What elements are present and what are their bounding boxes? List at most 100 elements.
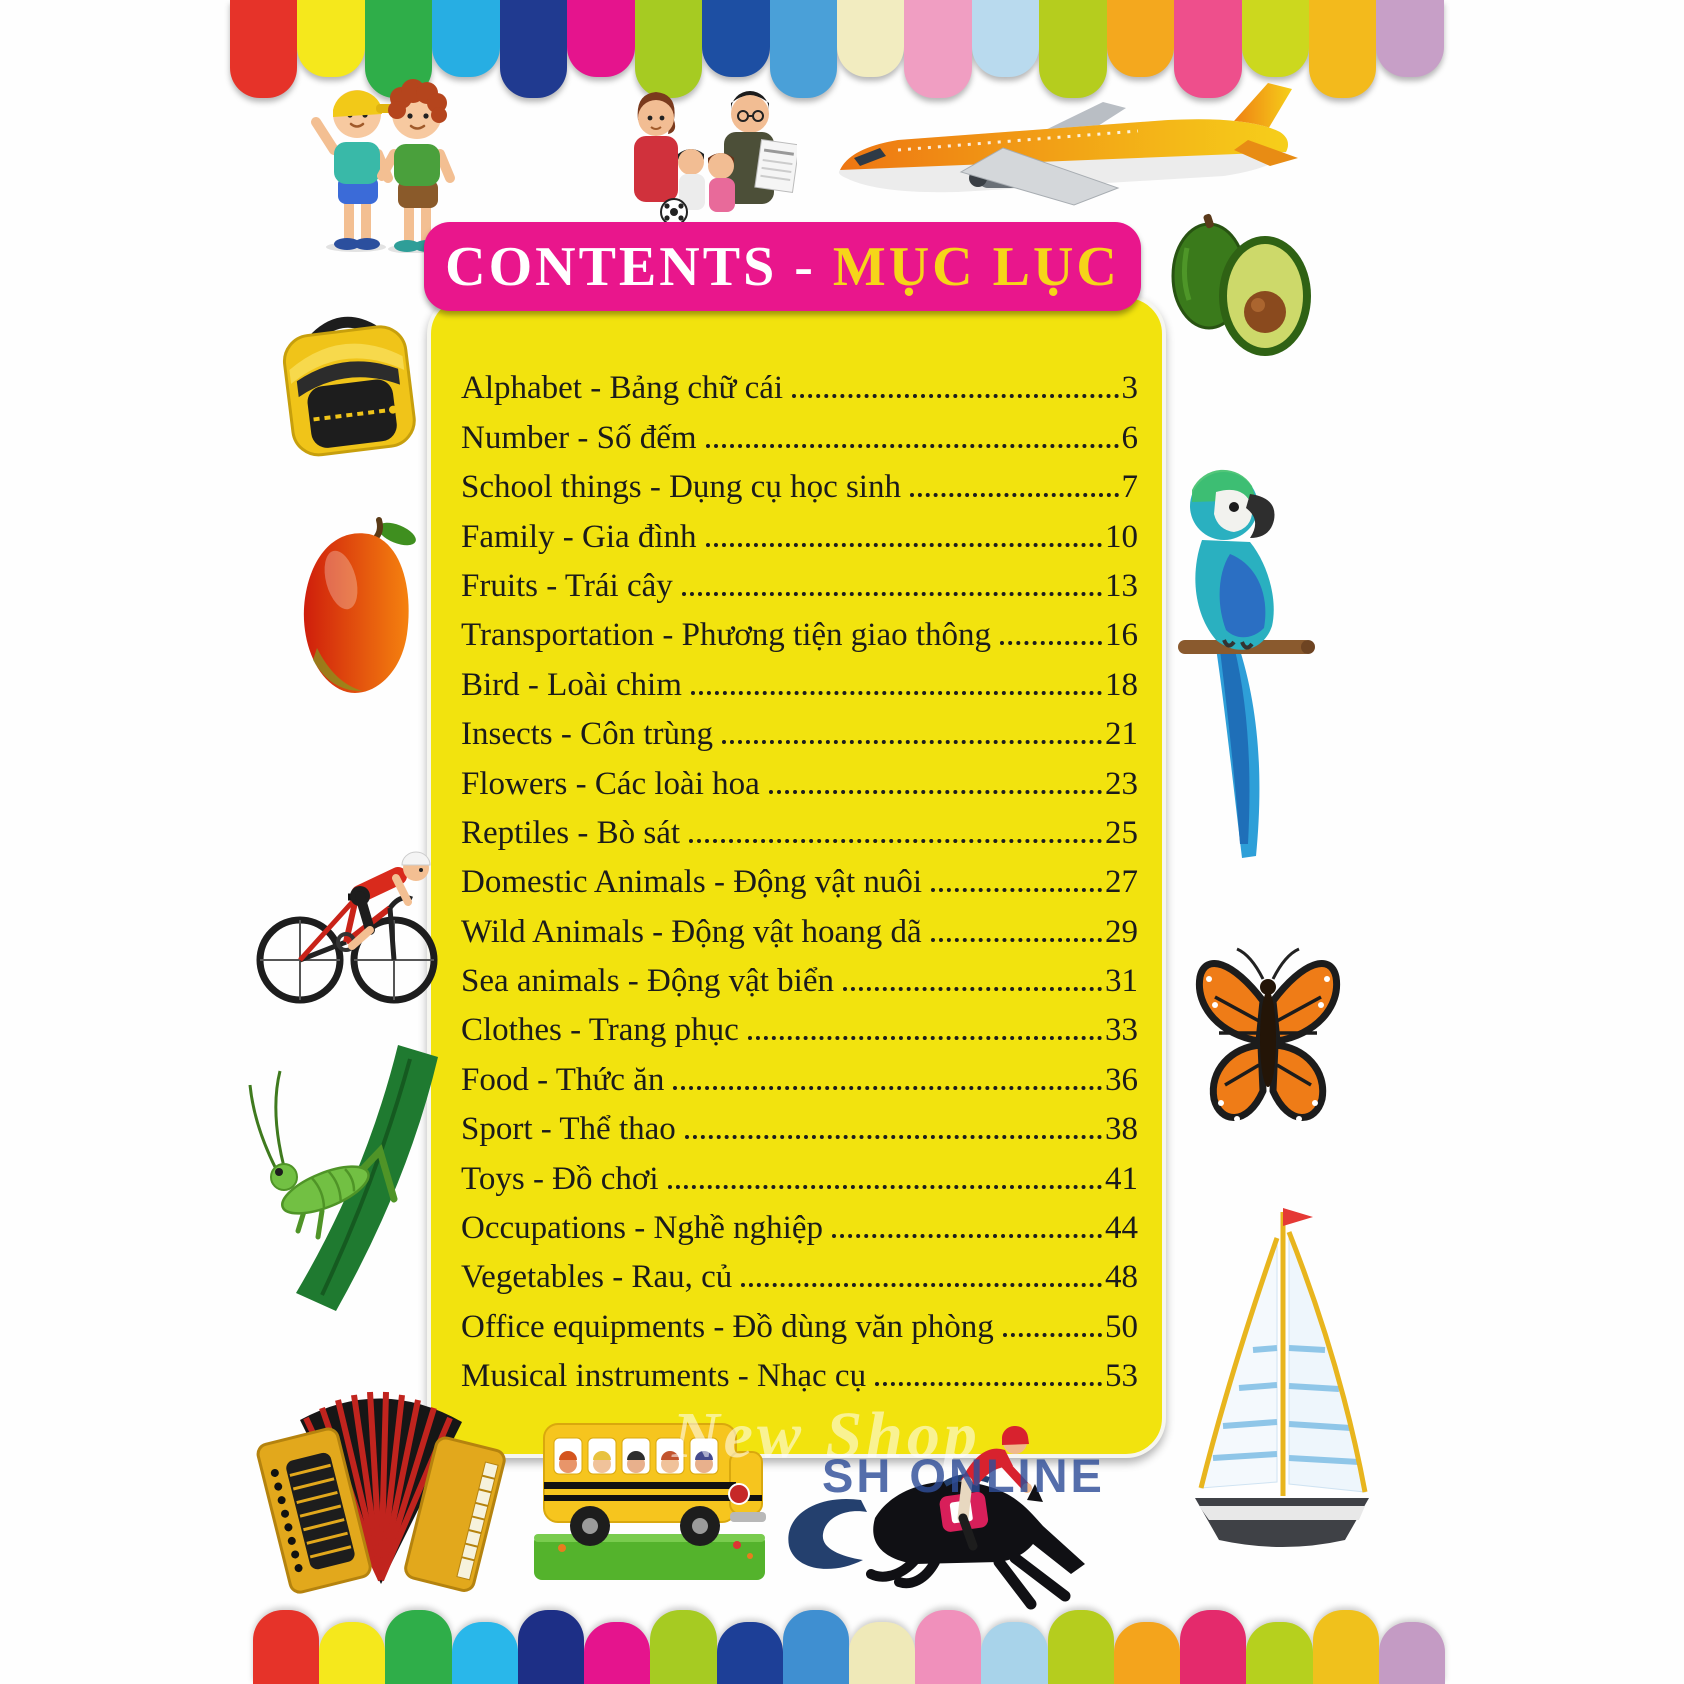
toc-row: Musical instruments - Nhạc cụ 53 — [461, 1346, 1138, 1395]
butterfly-illustration-icon — [1195, 947, 1341, 1122]
school-bus-illustration-icon — [534, 1423, 766, 1580]
toc-row-page-number: 48 — [1105, 1259, 1138, 1296]
top-border-tab — [1376, 0, 1444, 77]
toc-row-dot-leader — [690, 690, 1102, 695]
toc-row-dot-leader — [930, 937, 1102, 942]
horse-jockey-illustration-icon — [788, 1425, 1085, 1610]
contents-panel: Alphabet - Bảng chữ cái 3 Number - Số đế… — [427, 294, 1166, 1458]
toc-row: Domestic Animals - Động vật nuôi 27 — [461, 852, 1138, 901]
contents-title-separator: - — [777, 235, 833, 298]
toc-row-page-number: 13 — [1105, 567, 1138, 604]
toc-row-page-number: 33 — [1105, 1012, 1138, 1049]
toc-row-page-number: 31 — [1105, 963, 1138, 1000]
toc-row-dot-leader — [705, 542, 1102, 547]
toc-row-page-number: 10 — [1105, 518, 1138, 555]
toc-row-label: Sea animals - Động vật biển — [461, 963, 834, 1000]
toc-row-dot-leader — [705, 443, 1119, 448]
toc-row: Fruits - Trái cây 13 — [461, 556, 1138, 605]
bottom-border-tab — [1312, 1610, 1379, 1684]
top-border-tab — [1174, 0, 1242, 98]
toc-row-dot-leader — [689, 838, 1102, 843]
toc-row: Insects - Côn trùng 21 — [461, 704, 1138, 753]
toc-row-dot-leader — [909, 493, 1119, 498]
grasshopper-illustration-icon — [248, 1045, 438, 1311]
toc-row-label: Musical instruments - Nhạc cụ — [461, 1358, 867, 1395]
toc-row: Sport - Thể thao 38 — [461, 1099, 1138, 1148]
bottom-border-tab — [981, 1622, 1048, 1684]
toc-row-label: Sport - Thể thao — [461, 1111, 676, 1148]
toc-row-dot-leader — [673, 1085, 1102, 1090]
toc-row-dot-leader — [722, 740, 1102, 745]
contents-title-en: CONTENTS — [445, 235, 778, 298]
toc-row: Toys - Đồ chơi 41 — [461, 1148, 1138, 1197]
bottom-border-tab — [716, 1622, 783, 1684]
toc-row-label: Clothes - Trang phục — [461, 1012, 739, 1049]
toc-row: Alphabet - Bảng chữ cái 3 — [461, 358, 1138, 407]
toc-row-page-number: 29 — [1105, 913, 1138, 950]
toc-row-label: Transportation - Phương tiện giao thông — [461, 617, 992, 654]
bottom-border-tab — [1047, 1610, 1114, 1684]
toc-row-label: Occupations - Nghề nghiệp — [461, 1210, 823, 1247]
toc-row-page-number: 21 — [1105, 716, 1138, 753]
bottom-border-tab — [848, 1622, 916, 1684]
toc-row: Flowers - Các loài hoa 23 — [461, 753, 1138, 802]
top-border-tab — [769, 0, 837, 98]
toc-row-page-number: 7 — [1121, 469, 1139, 506]
toc-row-page-number: 53 — [1105, 1358, 1138, 1395]
toc-row-page-number: 18 — [1105, 666, 1138, 703]
bottom-border-tab — [451, 1622, 518, 1684]
toc-row: Clothes - Trang phục 33 — [461, 1000, 1138, 1049]
toc-row-label: Reptiles - Bò sát — [461, 814, 681, 851]
toc-row-dot-leader — [792, 394, 1119, 399]
bottom-border-tab — [517, 1610, 585, 1684]
toc-row-label: Family - Gia đình — [461, 518, 697, 555]
toc-row: Food - Thức ăn 36 — [461, 1049, 1138, 1098]
toc-row-label: Number - Số đếm — [461, 419, 697, 456]
toc-row-label: Fruits - Trái cây — [461, 567, 673, 604]
top-border-tab — [1106, 0, 1175, 77]
toc-row-label: Food - Thức ăn — [461, 1061, 665, 1098]
bottom-border-tab — [782, 1610, 849, 1684]
backpack-illustration-icon — [282, 316, 416, 457]
toc-row-label: Vegetables - Rau, củ — [461, 1259, 733, 1296]
toc-row-page-number: 36 — [1105, 1061, 1138, 1098]
toc-row-dot-leader — [843, 987, 1102, 992]
toc-row: Number - Số đếm 6 — [461, 407, 1138, 456]
toc-row-label: Domestic Animals - Động vật nuôi — [461, 864, 923, 901]
contents-title-vi: MỤC LỤC — [832, 235, 1120, 298]
toc-row-page-number: 25 — [1105, 814, 1138, 851]
bottom-border-tab — [319, 1622, 386, 1684]
toc-list: Alphabet - Bảng chữ cái 3 Number - Số đế… — [461, 358, 1138, 1395]
toc-row-label: Toys - Đồ chơi — [461, 1160, 659, 1197]
toc-row-label: Insects - Côn trùng — [461, 716, 714, 753]
toc-row-label: School things - Dụng cụ học sinh — [461, 469, 901, 506]
top-border-tab — [567, 0, 635, 77]
top-border-tab — [971, 0, 1040, 77]
bottom-border-tab — [915, 1610, 982, 1684]
toc-row: Family - Gia đình 10 — [461, 506, 1138, 555]
bottom-border-tab — [650, 1610, 717, 1684]
toc-row-page-number: 41 — [1105, 1160, 1138, 1197]
top-border-tab — [702, 0, 770, 77]
toc-row: Office equipments - Đồ dùng văn phòng 50 — [461, 1296, 1138, 1345]
toc-row: Bird - Loài chim 18 — [461, 654, 1138, 703]
toc-row-page-number: 6 — [1121, 419, 1139, 456]
rainbow-border-bottom — [253, 1610, 1445, 1684]
top-border-tab — [230, 0, 298, 98]
toc-row: Reptiles - Bò sát 25 — [461, 803, 1138, 852]
parrot-illustration-icon — [1178, 469, 1315, 858]
contents-banner: CONTENTS - MỤC LỤC — [424, 222, 1141, 311]
toc-row-label: Bird - Loài chim — [461, 666, 682, 703]
top-border-tab — [904, 0, 972, 98]
top-border-tab — [1039, 0, 1107, 98]
mango-illustration-icon — [303, 517, 416, 693]
toc-row-page-number: 3 — [1121, 370, 1139, 407]
toc-row-label: Wild Animals - Động vật hoang dã — [461, 913, 922, 950]
top-border-tab — [499, 0, 568, 98]
bottom-border-tab — [1246, 1622, 1313, 1684]
sailboat-illustration-icon — [1195, 1208, 1369, 1547]
top-border-tab — [634, 0, 703, 98]
toc-row-dot-leader — [741, 1283, 1102, 1288]
toc-row-page-number: 16 — [1105, 617, 1138, 654]
bottom-border-tab — [1113, 1622, 1181, 1684]
